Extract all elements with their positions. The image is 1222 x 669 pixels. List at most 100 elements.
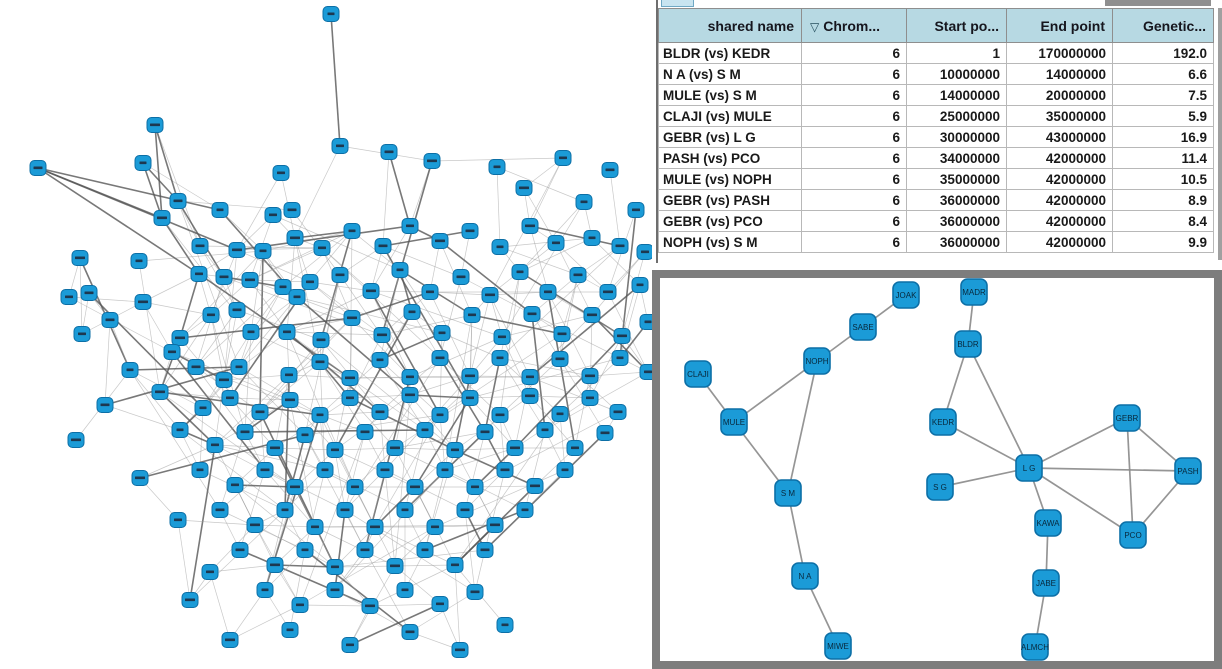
network-node-kedr[interactable]: KEDR [929,408,957,436]
table-cell[interactable]: 35000000 [906,168,1007,190]
table-row[interactable]: PASH (vs) PCO 6 34000000 42000000 11.4 [658,147,1214,169]
table-cell[interactable]: GEBR (vs) L G [658,126,802,148]
node-shape[interactable] [791,562,819,590]
network-node-gebr[interactable]: GEBR [1113,404,1141,432]
network-node-jabe[interactable]: JABE [1032,569,1060,597]
table-row[interactable]: CLAJI (vs) MULE 6 25000000 35000000 5.9 [658,105,1214,127]
table-cell[interactable]: 42000000 [1006,210,1113,232]
table-cell[interactable]: PASH (vs) PCO [658,147,802,169]
node-shape[interactable] [960,278,988,306]
table-cell[interactable]: 16.9 [1112,126,1214,148]
table-cell[interactable]: MULE (vs) S M [658,84,802,106]
table-cell[interactable]: GEBR (vs) PASH [658,189,802,211]
table-cell[interactable]: GEBR (vs) PCO [658,210,802,232]
table-cell[interactable]: 6 [801,42,907,64]
table-row[interactable]: GEBR (vs) PCO 6 36000000 42000000 8.4 [658,210,1214,232]
table-cell[interactable]: 1 [906,42,1007,64]
table-cell[interactable]: 10.5 [1112,168,1214,190]
network-node-l-g[interactable]: L G [1015,454,1043,482]
column-header-shared-name[interactable]: shared name [658,8,802,43]
network-node-miwe[interactable]: MIWE [824,632,852,660]
table-cell[interactable]: 14000000 [1006,63,1113,85]
table-row[interactable]: NOPH (vs) S M 6 36000000 42000000 9.9 [658,231,1214,253]
table-row[interactable]: MULE (vs) NOPH 6 35000000 42000000 10.5 [658,168,1214,190]
column-header-chromosome[interactable]: ▽ Chrom... [801,8,907,43]
node-shape[interactable] [1174,457,1202,485]
table-cell[interactable]: 6 [801,189,907,211]
network-node-sabe[interactable]: SABE [849,313,877,341]
network-node-pash[interactable]: PASH [1174,457,1202,485]
table-vertical-scrollbar[interactable] [1218,8,1222,260]
node-shape[interactable] [849,313,877,341]
node-shape[interactable] [1119,521,1147,549]
node-shape[interactable] [929,408,957,436]
network-node-pco[interactable]: PCO [1119,521,1147,549]
table-cell[interactable]: 6 [801,231,907,253]
node-shape[interactable] [1034,509,1062,537]
table-cell[interactable]: 8.9 [1112,189,1214,211]
node-shape[interactable] [926,473,954,501]
network-node-bldr[interactable]: BLDR [954,330,982,358]
table-cell[interactable]: 7.5 [1112,84,1214,106]
table-cell[interactable]: CLAJI (vs) MULE [658,105,802,127]
node-shape[interactable] [1032,569,1060,597]
column-header-start-point[interactable]: Start po... [906,8,1007,43]
table-cell[interactable]: 6 [801,126,907,148]
table-cell[interactable]: 36000000 [906,189,1007,211]
network-node-n-a[interactable]: N A [791,562,819,590]
table-row[interactable]: GEBR (vs) L G 6 30000000 43000000 16.9 [658,126,1214,148]
node-shape[interactable] [1021,633,1049,661]
table-row[interactable]: MULE (vs) S M 6 14000000 20000000 7.5 [658,84,1214,106]
network-node-joak[interactable]: JOAK [892,281,920,309]
table-cell[interactable]: MULE (vs) NOPH [658,168,802,190]
table-cell[interactable]: 6 [801,105,907,127]
table-cell[interactable]: 35000000 [1006,105,1113,127]
network-node-almch[interactable]: ALMCH [1021,633,1049,661]
table-cell[interactable]: 42000000 [1006,168,1113,190]
sub-network-canvas[interactable]: JOAK MADR SABE NOPH CLAJI BLDR MULE KEDR GEBR L G… [660,278,1214,661]
network-node-noph[interactable]: NOPH [803,347,831,375]
table-cell[interactable]: 14000000 [906,84,1007,106]
table-cell[interactable]: 170000000 [1006,42,1113,64]
filter-icon[interactable]: ▽ [810,19,820,34]
table-cell[interactable]: 36000000 [906,210,1007,232]
table-row[interactable]: BLDR (vs) KEDR 6 1 170000000 192.0 [658,42,1214,64]
table-cell[interactable]: 9.9 [1112,231,1214,253]
node-shape[interactable] [1015,454,1043,482]
node-shape[interactable] [892,281,920,309]
table-tab[interactable] [661,0,694,7]
table-cell[interactable]: NOPH (vs) S M [658,231,802,253]
table-cell[interactable]: 42000000 [1006,147,1113,169]
scrollbar-fragment[interactable] [1105,0,1211,6]
table-cell[interactable]: 20000000 [1006,84,1113,106]
table-cell[interactable]: 5.9 [1112,105,1214,127]
column-header-end-point[interactable]: End point [1006,8,1113,43]
table-row[interactable]: N A (vs) S M 6 10000000 14000000 6.6 [658,63,1214,85]
main-network-canvas[interactable] [0,0,652,669]
table-cell[interactable]: 30000000 [906,126,1007,148]
table-cell[interactable]: 34000000 [906,147,1007,169]
table-cell[interactable]: 8.4 [1112,210,1214,232]
node-shape[interactable] [954,330,982,358]
sub-network-panel[interactable]: JOAK MADR SABE NOPH CLAJI BLDR MULE KEDR GEBR L G… [652,270,1222,669]
network-node-kawa[interactable]: KAWA [1034,509,1062,537]
node-shape[interactable] [720,408,748,436]
table-row[interactable]: GEBR (vs) PASH 6 36000000 42000000 8.9 [658,189,1214,211]
node-shape[interactable] [803,347,831,375]
node-shape[interactable] [824,632,852,660]
main-network-panel[interactable] [0,0,652,669]
table-cell[interactable]: 6 [801,84,907,106]
node-shape[interactable] [684,360,712,388]
table-cell[interactable]: 42000000 [1006,189,1113,211]
network-node-mule[interactable]: MULE [720,408,748,436]
table-cell[interactable]: 25000000 [906,105,1007,127]
table-cell[interactable]: BLDR (vs) KEDR [658,42,802,64]
table-cell[interactable]: 42000000 [1006,231,1113,253]
table-cell[interactable]: 6 [801,63,907,85]
table-cell[interactable]: 43000000 [1006,126,1113,148]
table-cell[interactable]: N A (vs) S M [658,63,802,85]
network-node-s-g[interactable]: S G [926,473,954,501]
table-cell[interactable]: 6 [801,168,907,190]
node-shape[interactable] [774,479,802,507]
table-cell[interactable]: 11.4 [1112,147,1214,169]
